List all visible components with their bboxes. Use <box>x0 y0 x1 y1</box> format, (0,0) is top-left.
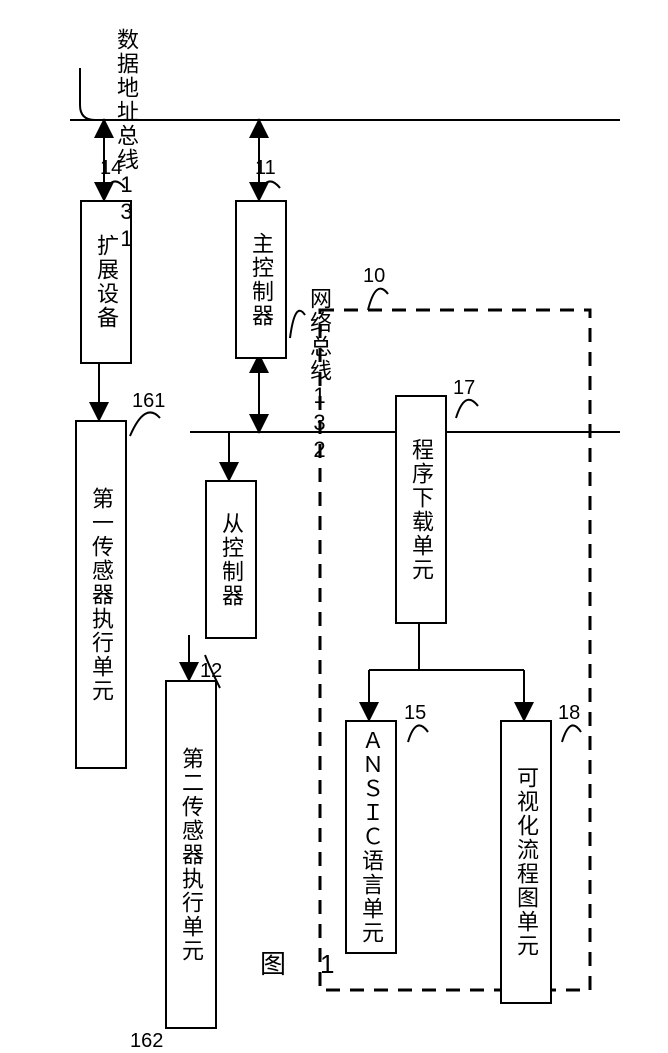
label-caption: 图 1 <box>260 944 338 981</box>
second_sensor-box: 第二传感器执行单元 <box>165 680 217 1029</box>
first_sensor-box: 第一传感器执行单元 <box>75 420 127 769</box>
prog_dl-box: 程序下载单元 <box>395 395 447 624</box>
slave_ctrl-box: 从控制器 <box>205 480 257 639</box>
label-n11: 11 <box>255 157 276 180</box>
label-bus131: 数据地址总线131 <box>110 28 142 253</box>
label-n14: 14 <box>100 157 122 180</box>
label-n17: 17 <box>453 377 475 400</box>
label-n162: 162 <box>130 1030 163 1053</box>
ansic-box: ＡＮＳＩＣ语言单元 <box>345 720 397 954</box>
label-n12: 12 <box>200 660 222 683</box>
label-n15: 15 <box>404 702 426 725</box>
label-n18: 18 <box>558 702 580 725</box>
label-bus132: 网络总线132 <box>303 287 335 464</box>
label-n161: 161 <box>132 390 165 413</box>
vis_flow-box: 可视化流程图单元 <box>500 720 552 1004</box>
main_ctrl-box: 主控制器 <box>235 200 287 359</box>
label-n10: 10 <box>363 265 385 288</box>
